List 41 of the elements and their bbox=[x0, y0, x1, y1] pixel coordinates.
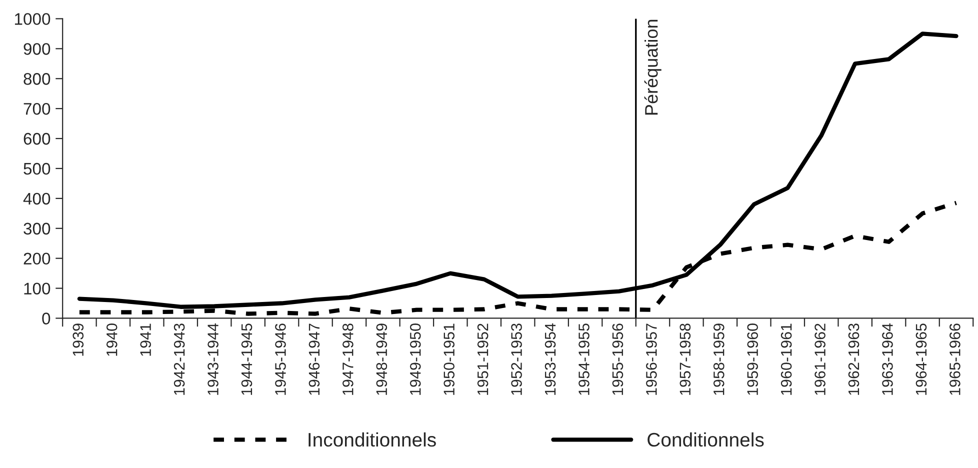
y-tick-label: 900 bbox=[24, 43, 50, 55]
x-tick-label: 1942-1943 bbox=[174, 324, 185, 395]
legend-label: Inconditionnels bbox=[308, 432, 436, 447]
y-tick-label: 800 bbox=[24, 73, 50, 85]
x-tick-label: 1960-1961 bbox=[780, 324, 792, 395]
x-tick-label: 1944-1945 bbox=[241, 324, 252, 395]
x-tick-label: 1955-1956 bbox=[612, 324, 624, 395]
x-tick-label: 1953-1954 bbox=[544, 323, 556, 395]
y-tick-label: 300 bbox=[24, 222, 50, 235]
y-tick-label: 1000 bbox=[14, 13, 50, 25]
x-tick-label: 1952-1953 bbox=[511, 324, 522, 395]
x-tick-label: 1950-1951 bbox=[444, 324, 455, 395]
y-tick-label: 200 bbox=[24, 252, 50, 265]
x-tick-label: 1963-1964 bbox=[882, 323, 893, 395]
y-tick-label: 600 bbox=[24, 132, 50, 145]
y-tick-label: 100 bbox=[24, 282, 50, 294]
x-tick-label: 1959-1960 bbox=[747, 324, 758, 395]
x-tick-label: 1940 bbox=[106, 324, 118, 356]
y-tick-label: 0 bbox=[42, 312, 50, 324]
x-tick-label: 1939 bbox=[72, 324, 84, 356]
x-tick-label: 1956-1957 bbox=[646, 324, 657, 395]
y-tick-label: 400 bbox=[23, 192, 50, 205]
y-tick-label: 700 bbox=[24, 102, 50, 115]
x-tick-label: 1954-1955 bbox=[578, 324, 590, 395]
x-tick-label: 1961-1962 bbox=[814, 324, 826, 395]
x-tick-label: 1962-1963 bbox=[848, 324, 860, 395]
x-tick-label: 1949-1950 bbox=[410, 324, 421, 395]
x-tick-label: 1945-1946 bbox=[275, 324, 286, 395]
y-tick-label: 500 bbox=[24, 162, 50, 175]
x-tick-label: 1941 bbox=[140, 324, 151, 356]
x-tick-label: 1947-1948 bbox=[342, 324, 354, 395]
x-tick-label: 1946-1947 bbox=[308, 324, 320, 395]
x-tick-label: 1964-1965 bbox=[916, 324, 927, 395]
x-tick-label: 1965-1966 bbox=[950, 324, 960, 395]
x-tick-label: 1951-1952 bbox=[477, 324, 488, 395]
x-tick-label: 1957-1958 bbox=[680, 324, 691, 395]
x-tick-label: 1958-1959 bbox=[713, 324, 724, 395]
annotation: Péréquation bbox=[644, 20, 662, 115]
legend-label: Conditionnels bbox=[648, 432, 764, 447]
x-tick-label: 1948-1949 bbox=[376, 324, 388, 395]
x-tick-label: 1943-1944 bbox=[208, 323, 218, 395]
